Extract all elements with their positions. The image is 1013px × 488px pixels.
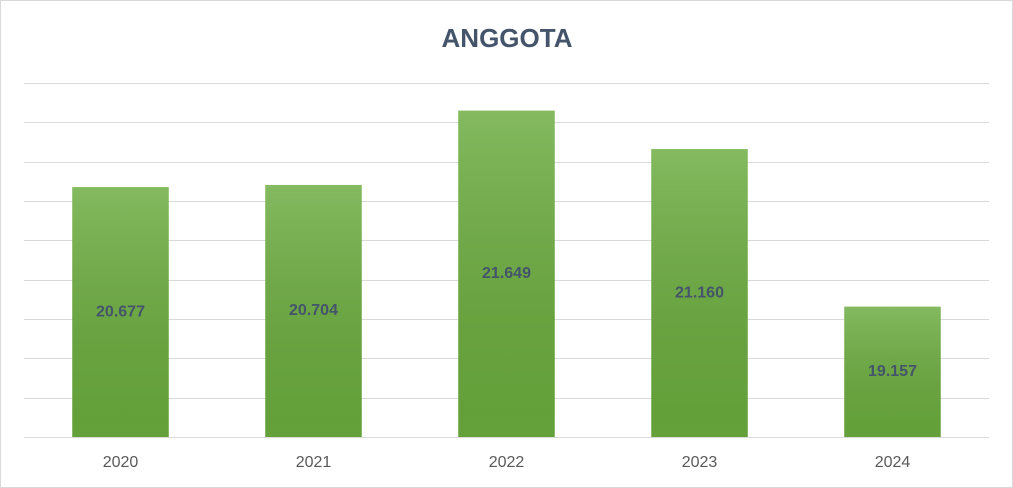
data-label: 21.160 bbox=[675, 284, 724, 301]
chart-title: ANGGOTA bbox=[442, 23, 573, 53]
data-label: 20.677 bbox=[96, 303, 145, 320]
x-tick-label: 2020 bbox=[103, 454, 139, 471]
data-label: 21.649 bbox=[482, 265, 531, 282]
x-tick-label: 2023 bbox=[682, 454, 718, 471]
data-label: 19.157 bbox=[868, 363, 917, 380]
x-tick-label: 2021 bbox=[296, 454, 332, 471]
x-tick-label: 2022 bbox=[489, 454, 525, 471]
data-label: 20.704 bbox=[289, 302, 338, 319]
x-tick-label: 2024 bbox=[875, 454, 911, 471]
